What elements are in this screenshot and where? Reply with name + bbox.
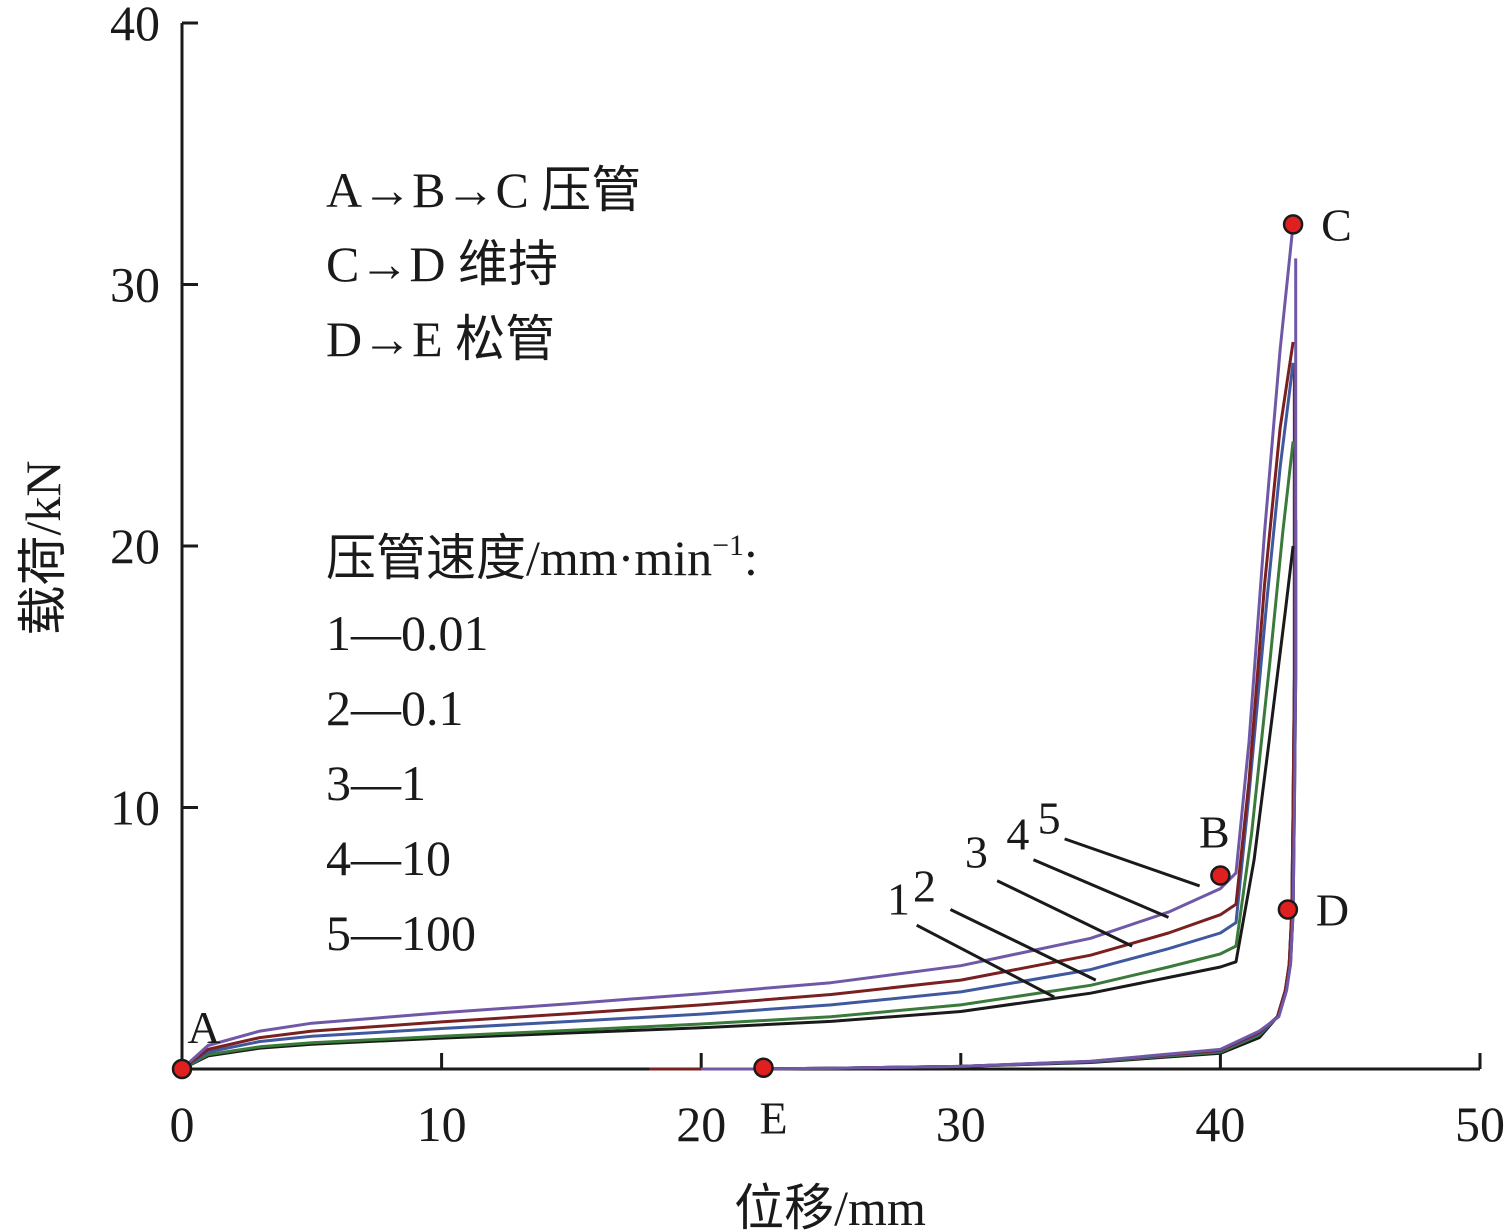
point-a-label: A: [187, 1002, 220, 1053]
curve-label-1: 1: [887, 874, 910, 925]
speed-legend-title-exp: −1: [712, 529, 744, 562]
speed-legend-title: 压管速度/mm·min−1:: [326, 529, 758, 586]
series-2-unloading-line: [688, 454, 1296, 1071]
series-5-unloading-line: [701, 258, 1298, 1071]
y-tick-label: 10: [110, 780, 160, 836]
curve-label-1-leader: [915, 923, 1055, 999]
point-c-marker: [1282, 214, 1304, 235]
point-b-marker: [1210, 865, 1231, 886]
y-tick-label: 30: [110, 257, 160, 313]
speed-legend-title-colon: :: [744, 530, 758, 586]
speed-legend-item-2: 2—0.1: [326, 680, 464, 736]
series-group: [180, 224, 1298, 1071]
point-d-label: D: [1316, 884, 1349, 935]
x-tick-label: 30: [936, 1096, 986, 1152]
speed-legend: 压管速度/mm·min−1: 1—0.01 2—0.1 3—1 4—10 5—1…: [326, 529, 758, 961]
curve-label-2: 2: [913, 861, 936, 912]
point-d-marker: [1277, 899, 1299, 920]
key-points: A B C D E: [171, 199, 1352, 1144]
x-tick-label: 50: [1455, 1096, 1505, 1152]
x-tick-label: 20: [676, 1096, 726, 1152]
y-tick-label: 20: [110, 518, 160, 574]
y-axis-title: 载荷/kN: [15, 461, 71, 636]
point-a-marker: [171, 1058, 193, 1080]
speed-legend-item-5: 5—100: [326, 905, 476, 961]
speed-legend-item-1: 1—0.01: [326, 605, 489, 661]
curve-label-5-leader: [1064, 837, 1201, 888]
curve-labels: 1 23 4 5: [887, 793, 1201, 999]
curve-label-3: 3: [965, 827, 988, 878]
stage-legend: A→B→C 压管 C→D 维持 D→E 松管: [326, 162, 641, 367]
curve-label-5: 5: [1038, 793, 1061, 844]
axes: 0 10 20 30 40 50 10 20 30 40: [110, 0, 1505, 1152]
speed-legend-item-3: 3—1: [326, 755, 426, 811]
stage-legend-line-3: D→E 松管: [326, 311, 555, 367]
x-axis-title: 位移/mm: [734, 1180, 926, 1232]
y-tick-label: 40: [110, 0, 160, 51]
curve-label-4: 4: [1006, 808, 1029, 859]
stage-legend-line-1: A→B→C 压管: [326, 162, 641, 218]
curve-label-3-leader: [996, 879, 1133, 948]
series-5-loading-line: [180, 224, 1295, 1071]
point-e-label: E: [759, 1093, 787, 1144]
stage-legend-line-2: C→D 维持: [326, 236, 558, 292]
x-tick-label: 40: [1195, 1096, 1245, 1152]
speed-legend-title-main: 压管速度/mm·min: [326, 530, 712, 586]
curve-label-4-leader: [1032, 858, 1170, 919]
x-tick-label: 10: [417, 1096, 467, 1152]
point-b-label: B: [1199, 806, 1230, 857]
x-tick-label: 0: [170, 1096, 195, 1152]
series-2-loading-line: [181, 441, 1295, 1071]
speed-legend-item-4: 4—10: [326, 830, 451, 886]
point-e-marker: [753, 1057, 774, 1078]
series-3-loading-line: [181, 362, 1295, 1071]
series-4-loading-line: [181, 341, 1295, 1071]
point-c-label: C: [1321, 199, 1352, 250]
curve-label-2-leader: [949, 908, 1097, 982]
